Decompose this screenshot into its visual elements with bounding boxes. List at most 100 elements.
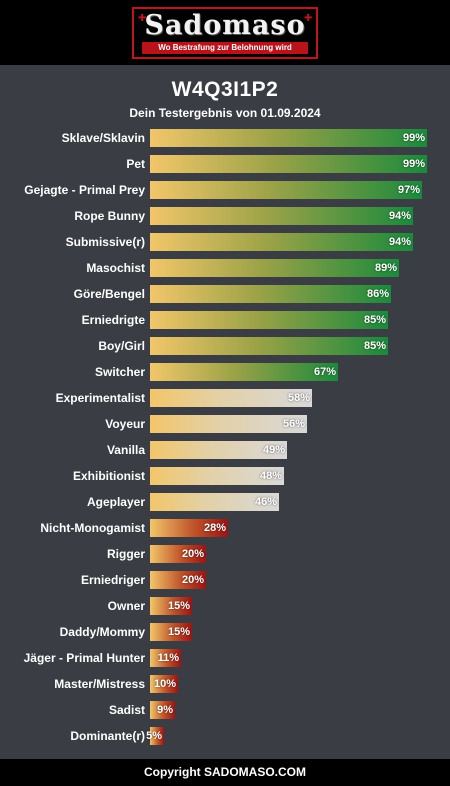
cross-icon: ✚ xyxy=(304,13,313,24)
bar: 9% xyxy=(150,701,175,719)
bar-row: Owner 15% xyxy=(0,596,450,616)
bar-row: Boy/Girl 85% xyxy=(0,336,450,356)
bar-row: Nicht-Monogamist 28% xyxy=(0,518,450,538)
bar-row: Rope Bunny 94% xyxy=(0,206,450,226)
value-label: 11% xyxy=(157,652,179,664)
value-label: 58% xyxy=(287,392,310,404)
logo-tagline: Wo Bestrafung zur Belohnung wird xyxy=(142,42,308,54)
bar: 89% xyxy=(150,259,399,277)
bar-row: Voyeur 56% xyxy=(0,414,450,434)
category-label: Switcher xyxy=(94,365,145,379)
result-title: W4Q3I1P2 xyxy=(171,78,279,101)
bar-row: Pet 99% xyxy=(0,154,450,174)
category-label: Submissive(r) xyxy=(65,235,145,249)
bar-row: Sklave/Sklavin 99% xyxy=(0,128,450,148)
value-label: 20% xyxy=(181,548,204,560)
cross-icon: ✚ xyxy=(138,13,147,24)
category-label: Nicht-Monogamist xyxy=(40,521,145,535)
category-label: Experimentalist xyxy=(55,391,145,405)
bar: 49% xyxy=(150,441,287,459)
bar: 99% xyxy=(150,129,427,147)
category-label: Göre/Bengel xyxy=(73,287,145,301)
value-label: 10% xyxy=(153,678,176,690)
category-label: Dominante(r) xyxy=(70,729,145,743)
bar: 28% xyxy=(150,519,228,537)
result-subtitle: Dein Testergebnis von 01.09.2024 xyxy=(129,106,321,120)
bar: 5% xyxy=(146,727,164,745)
bar-row: Submissive(r) 94% xyxy=(0,232,450,252)
site-logo[interactable]: ✚ ✚ Sadomaso Wo Bestrafung zur Belohnung… xyxy=(132,7,318,59)
logo-wordmark: Sadomaso xyxy=(144,10,306,41)
category-label: Voyeur xyxy=(105,417,145,431)
value-label: 85% xyxy=(363,314,386,326)
value-label: 5% xyxy=(146,730,162,742)
bar-row: Master/Mistress 10% xyxy=(0,674,450,694)
value-label: 46% xyxy=(254,496,277,508)
category-label: Rigger xyxy=(106,547,145,561)
bar: 58% xyxy=(150,389,312,407)
bar-row: Daddy/Mommy 15% xyxy=(0,622,450,642)
bar-row: Dominante(r) 5% xyxy=(0,726,450,746)
bar-row: Gejagte - Primal Prey 97% xyxy=(0,180,450,200)
category-label: Rope Bunny xyxy=(74,209,145,223)
category-label: Ageplayer xyxy=(86,495,145,509)
bar: 94% xyxy=(150,207,413,225)
bar-row: Exhibitionist 48% xyxy=(0,466,450,486)
bar: 20% xyxy=(150,545,206,563)
bar-row: Jäger - Primal Hunter 11% xyxy=(0,648,450,668)
value-label: 15% xyxy=(167,626,190,638)
bar-row: Vanilla 49% xyxy=(0,440,450,460)
category-label: Jäger - Primal Hunter xyxy=(23,651,145,665)
value-label: 67% xyxy=(313,366,336,378)
value-label: 56% xyxy=(282,418,305,430)
bar-row: Ageplayer 46% xyxy=(0,492,450,512)
bar: 56% xyxy=(150,415,307,433)
bar-row: Erniedriger 20% xyxy=(0,570,450,590)
value-label: 99% xyxy=(402,132,425,144)
category-label: Sadist xyxy=(108,703,145,717)
category-label: Owner xyxy=(107,599,145,613)
bar-row: Sadist 9% xyxy=(0,700,450,720)
value-label: 94% xyxy=(388,210,411,222)
category-label: Erniedrigte xyxy=(81,313,145,327)
bar: 85% xyxy=(150,311,388,329)
copyright-text: Copyright SADOMASO.COM xyxy=(144,765,306,779)
value-label: 15% xyxy=(167,600,190,612)
bar: 99% xyxy=(150,155,427,173)
bar: 86% xyxy=(150,285,391,303)
category-label: Gejagte - Primal Prey xyxy=(24,183,145,197)
bar-row: Erniedrigte 85% xyxy=(0,310,450,330)
category-label: Daddy/Mommy xyxy=(59,625,145,639)
bar: 67% xyxy=(150,363,338,381)
category-label: Exhibitionist xyxy=(73,469,145,483)
value-label: 97% xyxy=(397,184,420,196)
value-label: 99% xyxy=(402,158,425,170)
category-label: Masochist xyxy=(86,261,145,275)
category-label: Boy/Girl xyxy=(98,339,145,353)
bar-row: Experimentalist 58% xyxy=(0,388,450,408)
header-bar: ✚ ✚ Sadomaso Wo Bestrafung zur Belohnung… xyxy=(0,0,450,65)
value-label: 85% xyxy=(363,340,386,352)
value-label: 48% xyxy=(259,470,282,482)
value-label: 89% xyxy=(374,262,397,274)
bar-row: Göre/Bengel 86% xyxy=(0,284,450,304)
bar: 94% xyxy=(150,233,413,251)
bar: 10% xyxy=(150,675,178,693)
category-label: Sklave/Sklavin xyxy=(61,131,145,145)
bar-row: Switcher 67% xyxy=(0,362,450,382)
bar: 11% xyxy=(150,649,181,667)
value-label: 9% xyxy=(157,704,173,716)
bar: 15% xyxy=(150,597,192,615)
bar: 48% xyxy=(150,467,284,485)
bar: 20% xyxy=(150,571,206,589)
bar-row: Rigger 20% xyxy=(0,544,450,564)
bar: 97% xyxy=(150,181,422,199)
bar: 85% xyxy=(150,337,388,355)
value-label: 28% xyxy=(203,522,226,534)
footer-bar: Copyright SADOMASO.COM xyxy=(0,759,450,786)
value-label: 20% xyxy=(181,574,204,586)
category-label: Erniedriger xyxy=(80,573,145,587)
bar-row: Masochist 89% xyxy=(0,258,450,278)
value-label: 49% xyxy=(262,444,285,456)
value-label: 86% xyxy=(366,288,389,300)
